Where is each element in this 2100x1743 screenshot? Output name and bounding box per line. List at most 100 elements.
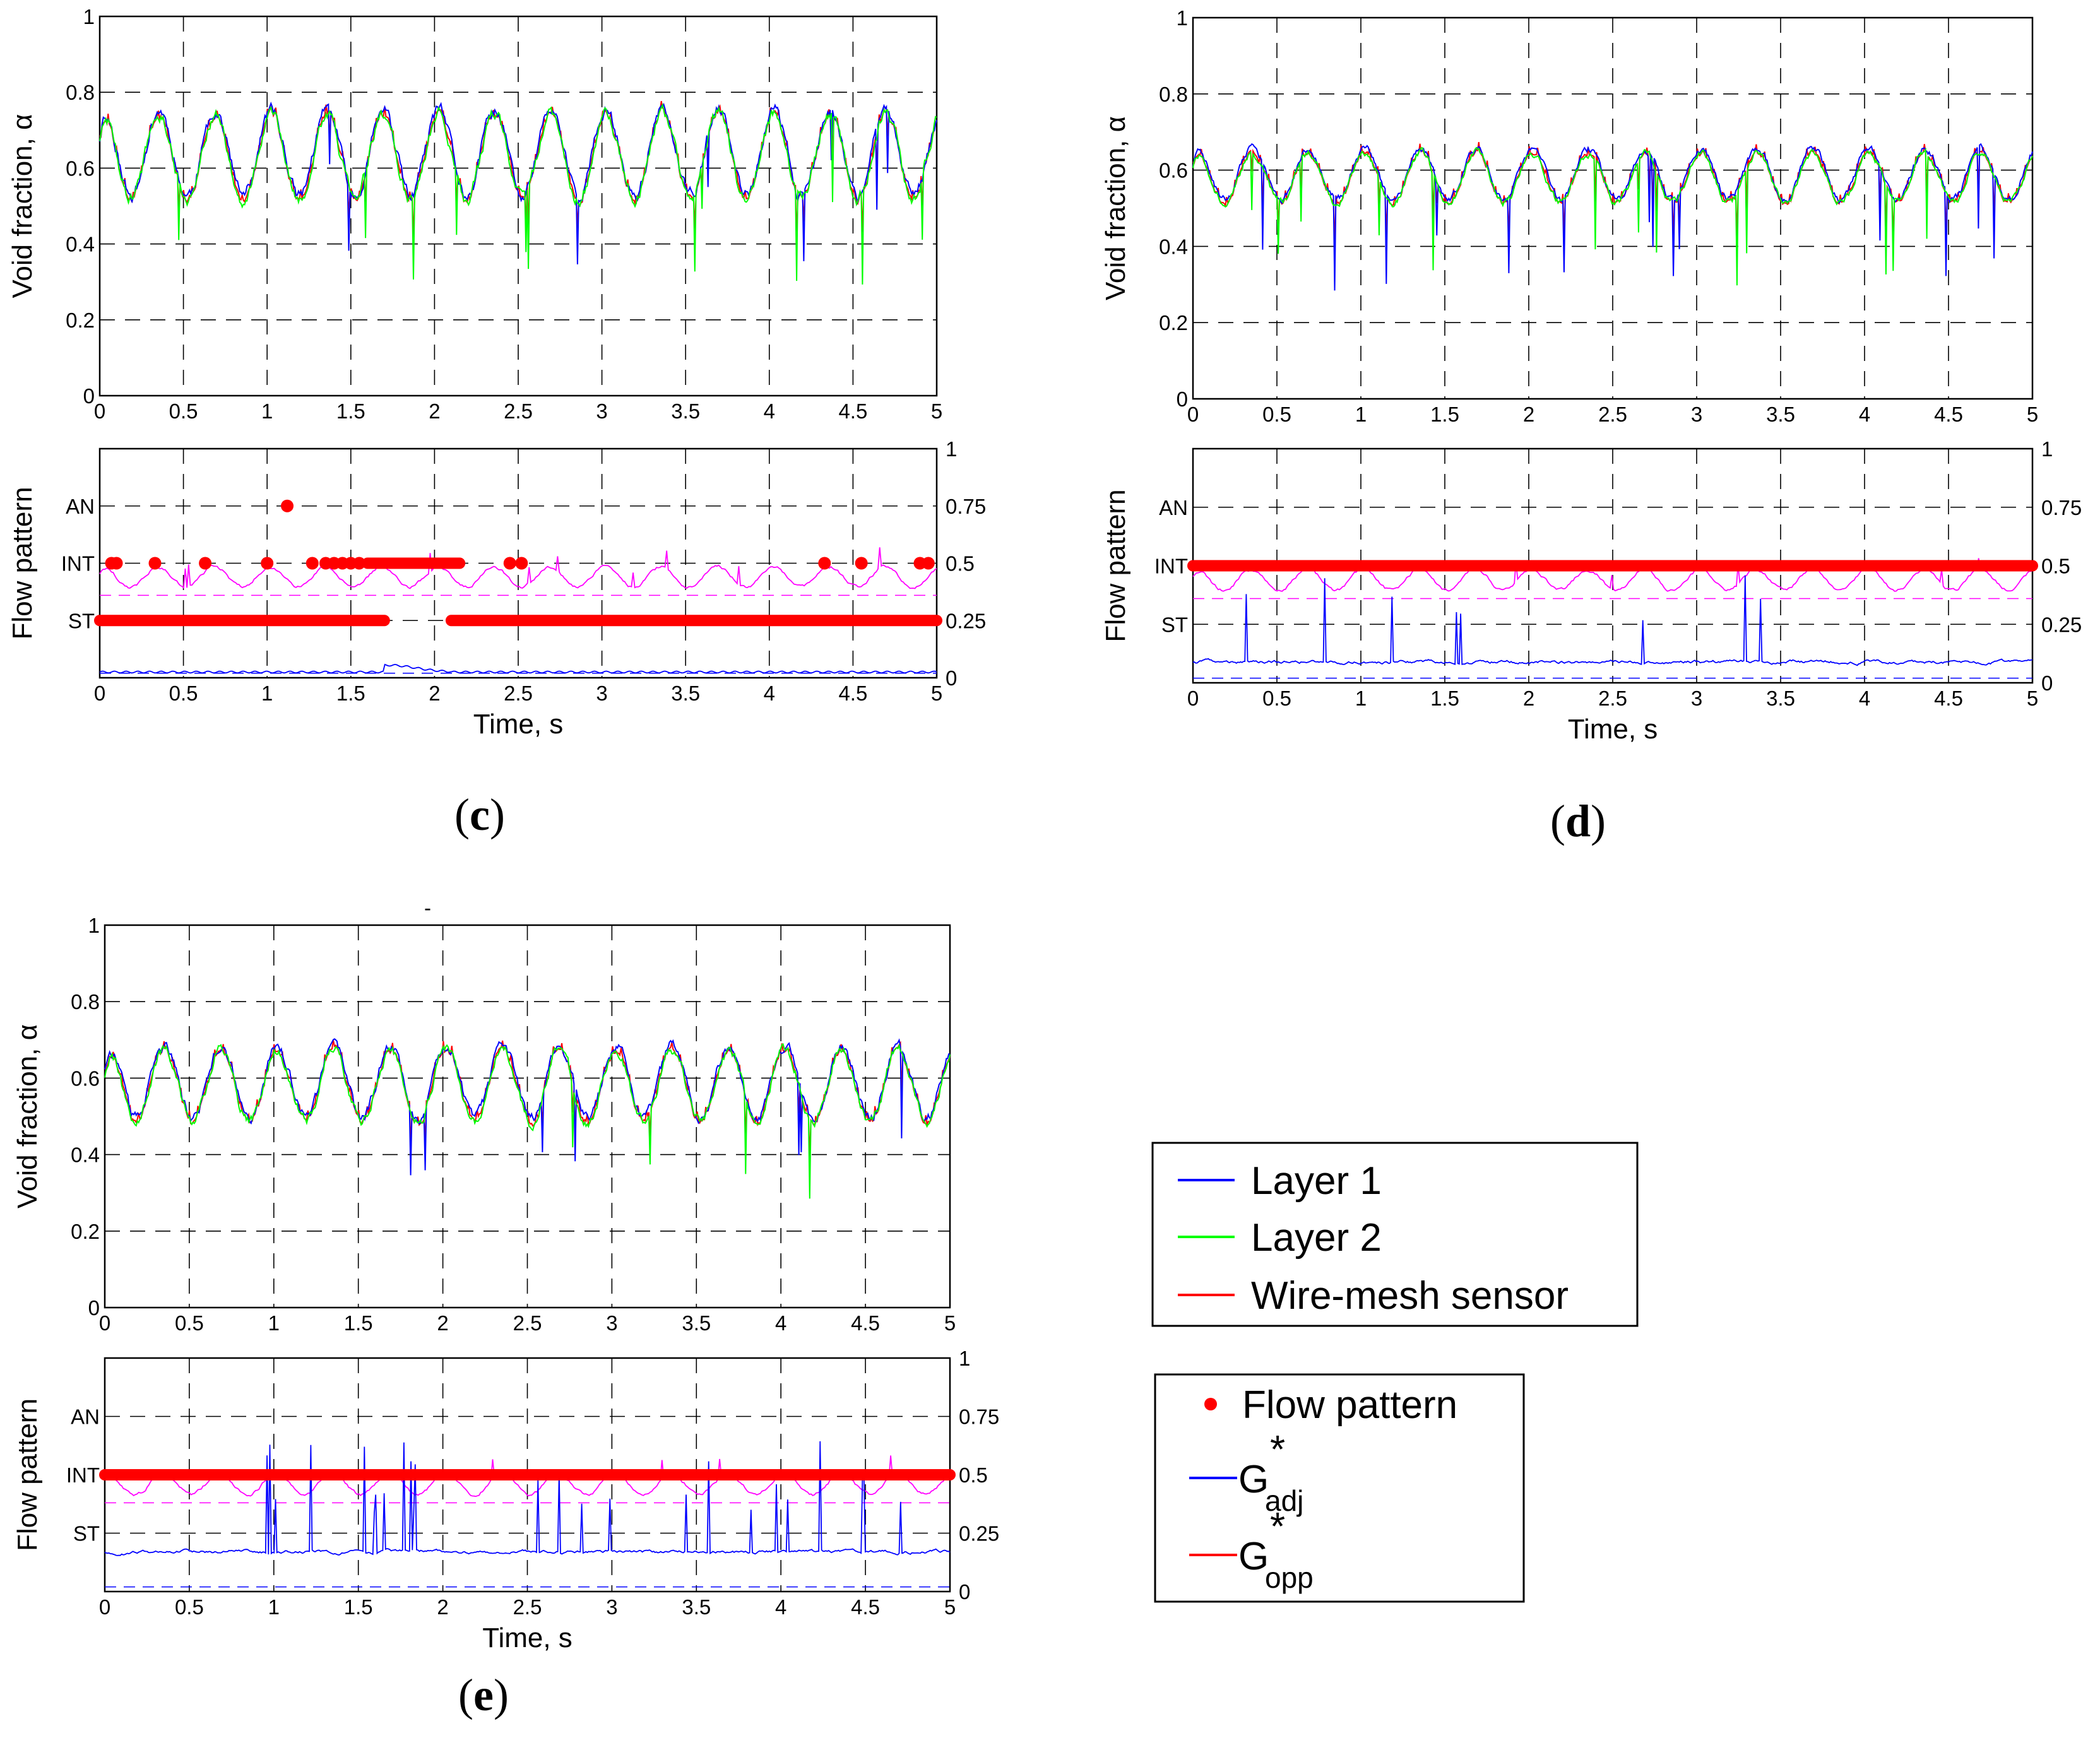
panel-e-flow-xtick-9: 4.5 <box>851 1595 880 1619</box>
panel-c-flow-pattern-point-int-1 <box>110 557 123 570</box>
panel-e-flow-rtick-1: 0.25 <box>959 1522 999 1545</box>
panel-e-void-xtick-0: 0 <box>99 1311 110 1335</box>
panel-c-flow-xtick-10: 5 <box>931 682 942 705</box>
panel-c-flow-pattern-point-int-5 <box>306 557 319 570</box>
panel-d-void-xtick-1: 0.5 <box>1262 403 1291 426</box>
panel-c-void-ytick-4: 0.8 <box>66 81 95 104</box>
panel-e-flow-xtick-0: 0 <box>99 1595 110 1619</box>
panel-e-flow-xtick-8: 4 <box>775 1595 786 1619</box>
panel-c-void-ytick-3: 0.6 <box>66 157 95 180</box>
panel-e-flow-xtick-2: 1 <box>268 1595 280 1619</box>
panel-e-flow-xtick-7: 3.5 <box>682 1595 711 1619</box>
panel-e-series-g-opp <box>104 1455 951 1498</box>
panel-c-void-xtick-7: 3.5 <box>671 399 700 423</box>
panel-d-label: (d) <box>1550 796 1606 846</box>
panel-c-xlabel: Time, s <box>473 709 564 740</box>
panel-e-void-ylabel: Void fraction, α <box>12 1024 43 1208</box>
panel-c-flow-ltick-1: INT <box>61 552 95 576</box>
panel-c-flow-ltick-0: ST <box>68 609 95 632</box>
panel-d-flow-xtick-2: 1 <box>1355 687 1367 710</box>
panel-e-void-xtick-4: 2 <box>437 1311 448 1335</box>
panel-c-void-xtick-0: 0 <box>94 399 105 423</box>
panel-d-flow-xtick-10: 5 <box>2027 687 2038 710</box>
panel-c-label: (c) <box>454 789 505 840</box>
panel-e-void-ytick-3: 0.6 <box>71 1066 100 1090</box>
panel-d-flow-xtick-6: 3 <box>1691 687 1702 710</box>
panel-c-flow-pattern-point-int-10 <box>353 557 366 570</box>
panel-c-void-ytick-1: 0.2 <box>66 309 95 332</box>
panel-d-flow-xtick-0: 0 <box>1187 687 1199 710</box>
panel-e-stray-mark: - <box>424 896 431 919</box>
panel-c-void-xtick-4: 2 <box>429 399 440 423</box>
panel-e-xlabel: Time, s <box>482 1622 572 1653</box>
panel-e-void-xtick-5: 2.5 <box>513 1311 542 1335</box>
panel-e-flow-ltick-0: ST <box>73 1522 100 1545</box>
panel-c-void-xtick-3: 1.5 <box>336 399 365 423</box>
panel-d-void-ytick-3: 0.6 <box>1159 159 1188 182</box>
panel-e-void-xtick-9: 4.5 <box>851 1311 880 1335</box>
panel-d-void-xtick-2: 1 <box>1355 403 1367 426</box>
panel-c-series-layer-2 <box>99 103 937 285</box>
panel-e: 0 0.5 1 1.5 2 2.5 3 3.5 4 4.5 500.20.40.60.81Void … <box>12 896 999 1720</box>
panel-c-flow-pattern-point-int-11 <box>503 557 516 570</box>
panel-c-flow-xtick-3: 1.5 <box>336 682 365 705</box>
panel-e-void-ytick-2: 0.4 <box>71 1143 100 1167</box>
panel-e-flow-rtick-3: 0.75 <box>959 1405 999 1429</box>
panel-e-label: (e) <box>458 1670 509 1720</box>
panel-d-void-xtick-6: 3 <box>1691 403 1702 426</box>
panel-c-series-g-adj <box>99 663 937 674</box>
panel-e-flow-ltick-2: AN <box>71 1405 100 1429</box>
panel-c-void-xtick-1: 0.5 <box>169 399 198 423</box>
legend-gopp-sub: opp <box>1265 1561 1314 1594</box>
panel-d-void-xtick-9: 4.5 <box>1934 403 1963 426</box>
legend-layers: Layer 1 Layer 2 Wire-mesh sensor <box>1151 1142 1639 1327</box>
legend-layer1-label: Layer 1 <box>1251 1159 1382 1203</box>
panel-e-void-xtick-8: 4 <box>775 1311 786 1335</box>
panel-d-flow-xtick-4: 2 <box>1523 687 1534 710</box>
panel-c-flow-pattern-point-int-12 <box>515 557 528 570</box>
panel-d-flow-xtick-9: 4.5 <box>1934 687 1963 710</box>
panel-c-void-ylabel: Void fraction, α <box>7 114 38 298</box>
legend-flow: Flow pattern G * adj G * opp <box>1154 1373 1525 1603</box>
panel-d-flow-xtick-7: 3.5 <box>1766 687 1795 710</box>
panel-d-flow-xtick-3: 1.5 <box>1430 687 1459 710</box>
legend-gadj-main: G <box>1238 1458 1269 1501</box>
legend-gopp-sup: * <box>1270 1505 1285 1549</box>
legend-flow-pattern-marker <box>1204 1398 1217 1410</box>
panel-c-flow-xtick-7: 3.5 <box>671 682 700 705</box>
panel-d-flow-xtick-1: 0.5 <box>1262 687 1291 710</box>
panel-e-flow-xtick-3: 1.5 <box>344 1595 373 1619</box>
panel-c-flow-xtick-6: 3 <box>596 682 607 705</box>
panel-c-flow-xtick-4: 2 <box>429 682 440 705</box>
panel-c-flow-rtick-0: 0 <box>946 666 957 690</box>
panel-d-void-xtick-8: 4 <box>1859 403 1870 426</box>
panel-c-flow-xtick-1: 0.5 <box>169 682 198 705</box>
panel-e-series-layer-2 <box>104 1043 951 1199</box>
panel-d-flow-rtick-1: 0.25 <box>2041 613 2082 636</box>
panel-c-flow-xtick-9: 4.5 <box>838 682 867 705</box>
panel-c-flow-ltick-2: AN <box>66 495 95 518</box>
legend-layer2-label: Layer 2 <box>1251 1216 1382 1260</box>
panel-c-flow-xtick-0: 0 <box>94 682 105 705</box>
panel-e-series-g-adj <box>104 1441 951 1556</box>
panel-d-xlabel: Time, s <box>1568 714 1658 745</box>
panel-d: 0 0.5 1 1.5 2 2.5 3 3.5 4 4.5 500.20.40.60.81Void … <box>1100 6 2082 846</box>
legend-wms-label: Wire-mesh sensor <box>1251 1274 1569 1318</box>
panel-e-void-xtick-2: 1 <box>268 1311 280 1335</box>
panel-d-void-xtick-4: 2 <box>1523 403 1534 426</box>
panel-e-void-ytick-1: 0.2 <box>71 1220 100 1243</box>
panel-c-flow-rtick-4: 1 <box>946 437 957 461</box>
panel-d-void-ylabel: Void fraction, α <box>1100 116 1131 300</box>
panel-c-series-g-opp <box>99 547 937 589</box>
legend-gadj-sub: adj <box>1265 1484 1303 1517</box>
panel-e-flow-rtick-0: 0 <box>959 1580 970 1604</box>
panel-d-flow-ltick-2: AN <box>1159 496 1188 519</box>
panel-c-flow-xtick-5: 2.5 <box>504 682 533 705</box>
panel-c-flow-pattern-point-int-13 <box>818 557 831 570</box>
panel-c: 0 0.5 1 1.5 2 2.5 3 3.5 4 4.5 500.20.40.60.81Void … <box>7 5 986 840</box>
panel-c-void-xtick-8: 4 <box>764 399 775 423</box>
legend-flow-box <box>1154 1373 1525 1603</box>
panel-d-void-ytick-4: 0.8 <box>1159 83 1188 106</box>
panel-d-series-g-opp <box>1192 558 2033 592</box>
